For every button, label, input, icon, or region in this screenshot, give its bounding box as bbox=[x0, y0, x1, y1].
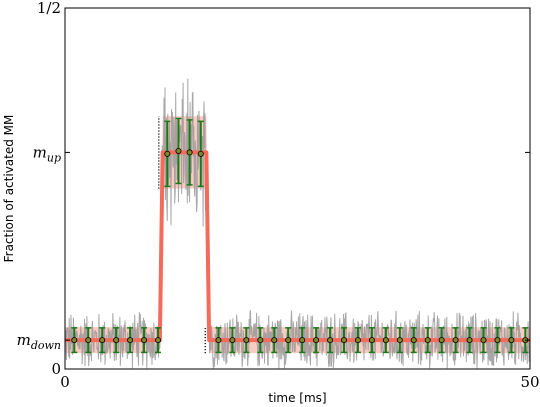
data-point bbox=[508, 337, 515, 344]
data-point bbox=[410, 337, 417, 344]
data-point bbox=[354, 337, 361, 344]
data-point bbox=[154, 337, 161, 344]
plot-area bbox=[65, 78, 530, 369]
data-point bbox=[186, 149, 193, 156]
data-point bbox=[175, 147, 182, 154]
data-point bbox=[164, 150, 171, 157]
data-point bbox=[257, 337, 264, 344]
data-point bbox=[85, 337, 92, 344]
y-tick-label: 1/2 bbox=[37, 0, 61, 17]
data-point bbox=[382, 337, 389, 344]
data-point bbox=[327, 337, 334, 344]
data-point bbox=[99, 337, 106, 344]
data-point bbox=[127, 337, 134, 344]
x-tick-label: 50 bbox=[520, 373, 539, 391]
data-point bbox=[243, 337, 250, 344]
y-tick-label: mdown bbox=[17, 331, 61, 352]
axis-tick-labels: 0 50 0 mdown mup 1/2 bbox=[17, 0, 540, 391]
y-axis-label: Fraction of activated MM bbox=[2, 115, 16, 263]
data-point bbox=[285, 337, 292, 344]
data-point bbox=[452, 337, 459, 344]
data-point bbox=[438, 337, 445, 344]
data-point bbox=[299, 337, 306, 344]
data-point bbox=[71, 337, 78, 344]
data-point bbox=[396, 337, 403, 344]
data-point bbox=[340, 337, 347, 344]
data-point bbox=[215, 337, 222, 344]
data-point bbox=[113, 337, 120, 344]
data-point bbox=[368, 337, 375, 344]
data-point bbox=[494, 337, 501, 344]
y-tick-label: mup bbox=[33, 143, 61, 164]
data-point bbox=[229, 337, 236, 344]
y-tick-label: 0 bbox=[51, 360, 61, 378]
axis-ticks bbox=[64, 7, 531, 370]
axes-frame bbox=[64, 7, 531, 370]
mean-fit-line bbox=[65, 150, 530, 343]
data-point bbox=[466, 337, 473, 344]
data-point bbox=[271, 337, 278, 344]
x-tick-label: 0 bbox=[60, 373, 70, 391]
data-point bbox=[313, 337, 320, 344]
data-point bbox=[141, 337, 148, 344]
data-point bbox=[424, 337, 431, 344]
plot-content bbox=[65, 78, 530, 369]
x-axis-label: time [ms] bbox=[268, 391, 326, 405]
data-point bbox=[197, 150, 204, 157]
noisy-trace-line bbox=[65, 78, 530, 369]
data-point bbox=[480, 337, 487, 344]
